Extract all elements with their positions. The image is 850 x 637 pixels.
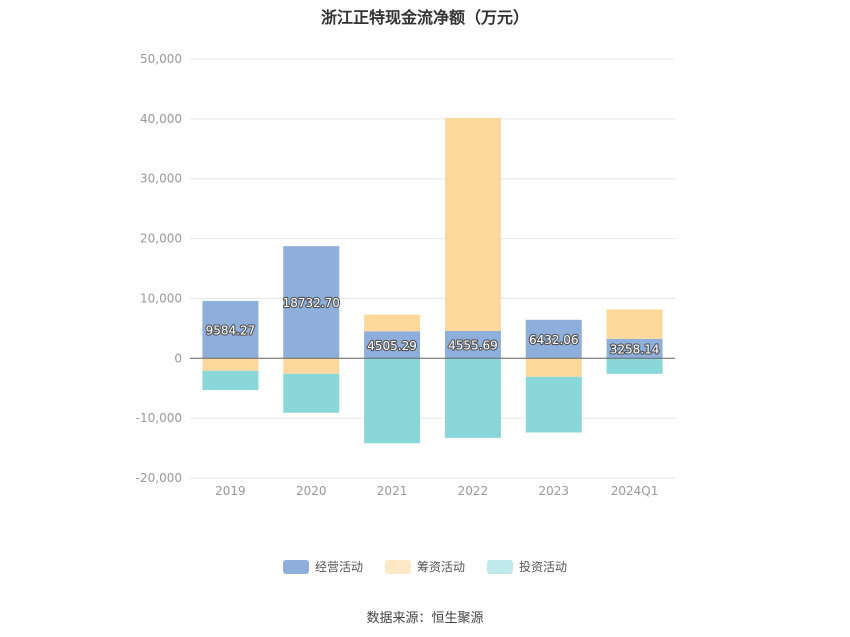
x-tick-label: 2022 xyxy=(458,484,489,498)
x-tick-label: 2021 xyxy=(377,484,408,498)
legend-swatch xyxy=(282,559,309,574)
legend-item[interactable]: 经营活动 xyxy=(282,558,363,575)
source-note: 数据来源：恒生聚源 xyxy=(366,611,484,626)
y-tick-label: 0 xyxy=(174,351,182,365)
bar-segment xyxy=(364,331,421,359)
bar-segment xyxy=(606,338,663,359)
legend-label: 投资活动 xyxy=(519,560,568,574)
bar-segment xyxy=(202,358,259,371)
data-label: 6432.06 xyxy=(529,333,579,347)
x-tick-label: 2024Q1 xyxy=(611,484,659,498)
bar-segment xyxy=(202,370,259,391)
data-label: 3258.14 xyxy=(610,343,660,357)
y-tick-label: 20,000 xyxy=(140,232,182,246)
data-label: 4555.69 xyxy=(448,339,498,353)
legend: 经营活动 筹资活动 投资活动 xyxy=(0,558,850,575)
data-label: 18732.70 xyxy=(283,296,340,310)
bar-segment xyxy=(525,376,582,433)
bar-segment xyxy=(525,358,582,377)
data-label: 9584.27 xyxy=(206,324,256,338)
legend-item[interactable]: 筹资活动 xyxy=(384,558,465,575)
bar-segment xyxy=(283,373,340,413)
bar-segment xyxy=(202,300,259,359)
bar-segment xyxy=(364,314,421,332)
x-tick-label: 2023 xyxy=(538,484,569,498)
data-label: 4505.29 xyxy=(367,339,417,353)
x-tick-label: 2020 xyxy=(296,484,327,498)
y-tick-label: 50,000 xyxy=(140,52,182,66)
y-tick-label: 10,000 xyxy=(140,291,182,305)
bar-segment xyxy=(525,319,582,359)
legend-swatch xyxy=(487,559,513,574)
bar-segment xyxy=(444,117,501,332)
bar-segment xyxy=(444,331,501,359)
y-tick-label: 40,000 xyxy=(140,112,182,126)
bar-segment xyxy=(606,309,663,339)
y-tick-label: 30,000 xyxy=(140,172,182,186)
legend-item[interactable]: 投资活动 xyxy=(487,558,567,575)
legend-swatch xyxy=(384,559,411,574)
chart-title: 浙江正特现金流净额（万元） xyxy=(320,8,529,27)
bar-segment xyxy=(606,358,663,374)
legend-label: 经营活动 xyxy=(314,560,363,574)
x-tick-label: 2019 xyxy=(215,484,246,498)
y-tick-label: -10,000 xyxy=(136,411,182,425)
y-tick-label: -20,000 xyxy=(136,471,182,485)
bar-segment xyxy=(364,358,421,444)
bar-segment xyxy=(444,358,501,438)
bar-segment xyxy=(283,246,340,359)
bar-segment xyxy=(283,358,340,374)
legend-label: 筹资活动 xyxy=(416,560,465,574)
